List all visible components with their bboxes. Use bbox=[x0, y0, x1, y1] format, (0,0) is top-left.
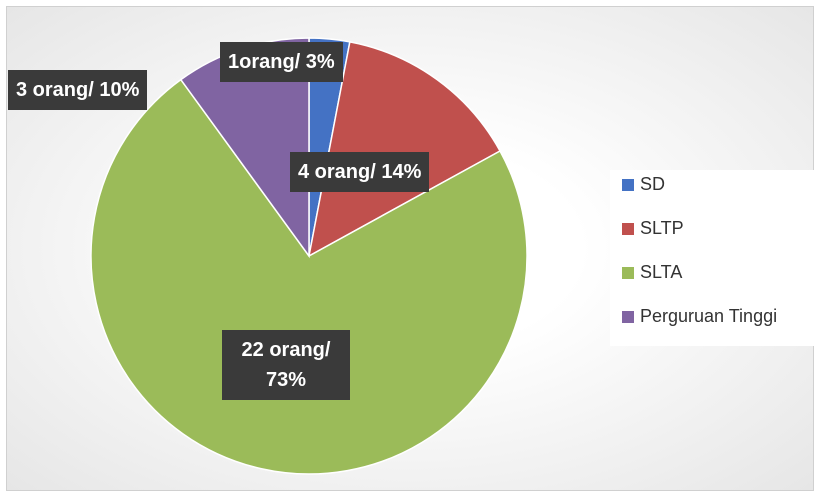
data-label: 4 orang/ 14% bbox=[290, 152, 430, 192]
legend: SD SLTP SLTA Perguruan Tinggi bbox=[610, 170, 814, 346]
legend-swatch bbox=[622, 222, 634, 235]
legend-swatch bbox=[622, 178, 634, 191]
data-label: 3 orang/ 10% bbox=[8, 70, 148, 110]
legend-label: SLTA bbox=[640, 262, 683, 282]
data-label: 1orang/ 3% bbox=[220, 42, 343, 82]
pie-slice bbox=[90, 78, 528, 475]
legend-label: SLTP bbox=[640, 218, 684, 238]
pie-slice bbox=[307, 40, 502, 258]
legend-item: SD bbox=[622, 174, 665, 195]
legend-label: SD bbox=[640, 174, 666, 194]
legend-swatch bbox=[622, 266, 634, 279]
legend-label: Perguruan Tinggi bbox=[640, 306, 778, 326]
legend-item: Perguruan Tinggi bbox=[622, 306, 777, 327]
legend-item: SLTA bbox=[622, 262, 682, 283]
legend-item: SLTP bbox=[622, 218, 684, 239]
data-label: 22 orang/ 73% bbox=[222, 330, 350, 400]
legend-swatch bbox=[622, 310, 634, 323]
